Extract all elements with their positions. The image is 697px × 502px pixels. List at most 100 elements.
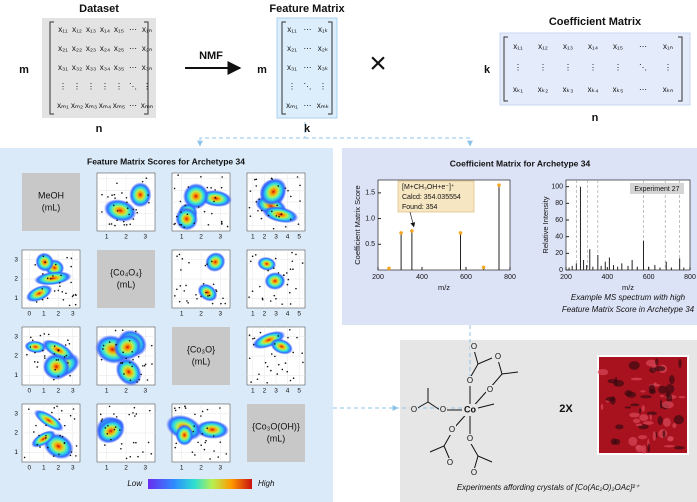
crystal-speck [640,395,652,399]
variable-label: {Co₄O₄} [110,267,142,277]
crystal-speck [654,365,666,372]
sample-dot [133,406,136,409]
sample-dot [254,254,257,256]
sample-dot [148,202,150,204]
sample-dot [200,295,202,298]
variable-label: {Co₃O} [187,344,215,354]
sample-dot [220,186,223,189]
y-tick-label: 80 [555,200,563,207]
matrix-entry: ⋱ [304,82,312,91]
sample-dot [42,255,45,258]
variable-label: (mL) [267,433,286,443]
sample-dot [214,189,216,191]
sample-dot [187,301,189,304]
matrix-entry: ⋱ [129,82,137,91]
sample-dot [272,227,275,230]
sample-dot [35,424,37,427]
sample-dot [259,285,261,288]
sample-dot [135,441,137,444]
sample-dot [197,441,199,444]
sample-dot [188,261,190,264]
sample-dot [277,363,280,366]
sample-dot [61,291,64,293]
sample-dot [65,354,68,357]
sample-dot [58,418,61,421]
sample-dot [224,302,227,305]
variable-label: (mL) [192,356,211,366]
sample-dot [113,428,116,431]
crystal-speck [657,415,663,426]
atom-bg [486,385,494,395]
sample-dot [41,349,44,352]
crystal-speck [641,444,647,454]
sample-dot [39,334,42,337]
sample-dot [200,175,202,178]
x-tick-label: 3 [71,465,75,472]
sample-dot [255,178,258,181]
sample-dot [132,412,134,414]
sample-dot [114,197,116,199]
crystal-speck [639,408,642,414]
sample-dot [203,210,206,213]
density-blob [262,206,299,224]
sample-dot [207,223,210,226]
sample-dot [125,196,128,199]
sample-dot [184,204,187,207]
sample-dot [175,442,178,445]
crystal-speck [640,390,646,393]
sample-dot [116,210,119,212]
sample-dot [287,278,290,281]
sample-dot [141,180,144,183]
sample-dot [110,223,113,225]
sample-dot [270,353,273,355]
sample-dot [57,359,60,361]
matrix-entry: x₂ₖ [318,44,329,53]
sample-dot [61,435,64,438]
sample-dot [274,355,276,358]
dataset-box [42,18,156,118]
x-tick-label: 3 [144,388,148,395]
x-tick-label: 2 [263,311,267,318]
sample-dot [273,294,276,297]
sample-dot [284,225,287,228]
rows-label: m [257,64,267,76]
density-blob [182,183,209,210]
coefficient-panel-title: Coefficient Matrix for Archetype 34 [450,158,591,168]
caption: Feature Matrix Score in Archetype 34 [562,305,695,314]
sample-dot [26,353,28,356]
sample-dot [249,190,252,192]
oxygen-atom: O [411,405,417,414]
sample-dot [136,381,138,383]
sample-dot [108,405,111,408]
sample-dot [178,253,181,256]
y-tick-label: 40 [555,234,563,241]
crystal-speck [652,431,657,441]
sample-dot [70,281,72,284]
y-tick-label: 3 [14,410,18,417]
matrix-entry: x₁₃ [563,42,573,51]
sample-dot [104,427,107,429]
sample-dot [181,257,184,260]
sample-dot [36,443,39,446]
matrix-entry: x₁₂ [538,42,548,51]
sample-dot [288,291,291,294]
sample-dot [254,178,256,181]
sample-dot [122,220,125,223]
sample-dot [291,260,294,263]
x-tick-label: 2 [56,311,60,318]
sample-dot [104,444,106,446]
sample-dot [134,415,136,417]
variable-box [97,250,155,308]
density-blob [260,177,287,206]
matrix-entry: x₃₃ [86,63,97,72]
plot-area [565,179,691,271]
x-tick-label: 3 [144,465,148,472]
crystal-speck [605,397,616,402]
x-axis-label: m/z [622,283,634,292]
matrix-entry: ⋯ [639,85,647,94]
density-blob [252,330,286,349]
sample-dot [131,365,133,368]
sample-dot [121,192,123,194]
crystal-speck [641,405,645,412]
cols-label: n [592,112,599,124]
